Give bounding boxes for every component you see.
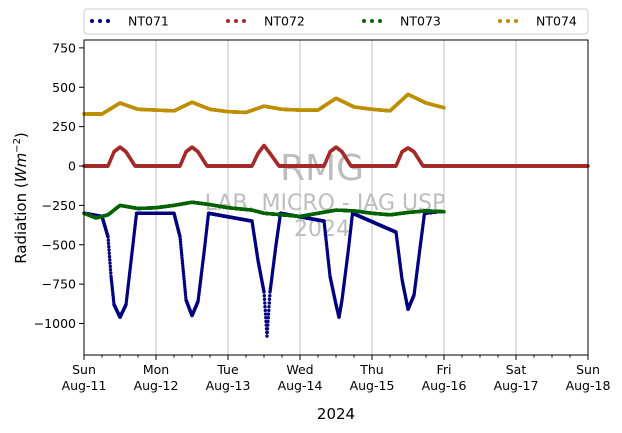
data-point (265, 327, 270, 331)
data-point (108, 264, 113, 269)
data-point (181, 269, 185, 273)
data-point (266, 319, 270, 324)
data-point (442, 106, 446, 110)
data-point (108, 268, 113, 272)
data-point (263, 312, 268, 316)
data-point (265, 330, 269, 335)
data-point (268, 294, 272, 298)
data-point (266, 316, 270, 320)
data-point (263, 305, 267, 309)
data-point (178, 237, 182, 242)
grid-lines (155, 40, 517, 355)
data-point (182, 274, 186, 278)
data-point (106, 238, 111, 242)
data-point (179, 245, 183, 250)
data-point (184, 295, 188, 299)
data-point (106, 241, 111, 246)
data-point (182, 277, 186, 281)
series-points (82, 92, 590, 338)
data-point (179, 243, 183, 247)
data-point (180, 256, 184, 260)
data-point (106, 235, 110, 239)
data-point (107, 245, 111, 249)
data-point (267, 301, 271, 305)
data-point (183, 290, 187, 294)
data-point (182, 279, 186, 284)
data-point (266, 312, 271, 316)
data-point (267, 297, 272, 301)
data-point (181, 264, 185, 268)
data-point (183, 285, 187, 289)
data-point (182, 282, 187, 286)
series-NT073 (82, 200, 446, 220)
data-point (180, 261, 185, 265)
data-point (263, 301, 267, 305)
data-point (180, 258, 184, 263)
data-point (109, 271, 113, 275)
data-point (108, 261, 112, 265)
data-point (179, 248, 183, 252)
series-NT071 (82, 210, 440, 338)
watermark-line-1: RMG (280, 148, 364, 189)
data-point (267, 305, 271, 309)
data-point (178, 235, 182, 239)
data-point (108, 258, 112, 262)
data-point (183, 292, 188, 297)
data-point (267, 308, 271, 313)
data-point (178, 240, 183, 244)
data-point (265, 334, 269, 338)
data-point (266, 323, 270, 327)
data-point (180, 253, 184, 257)
data-point (107, 248, 111, 252)
series-NT074 (82, 92, 446, 116)
data-point (263, 308, 267, 313)
data-point (262, 297, 267, 301)
data-point (442, 210, 446, 214)
data-point (262, 290, 266, 294)
data-point (181, 266, 185, 271)
data-point (262, 294, 266, 298)
data-point (181, 271, 186, 276)
data-point (264, 316, 268, 320)
data-point (183, 287, 187, 292)
data-point (107, 251, 112, 255)
data-point (107, 254, 112, 259)
data-point (179, 250, 184, 255)
